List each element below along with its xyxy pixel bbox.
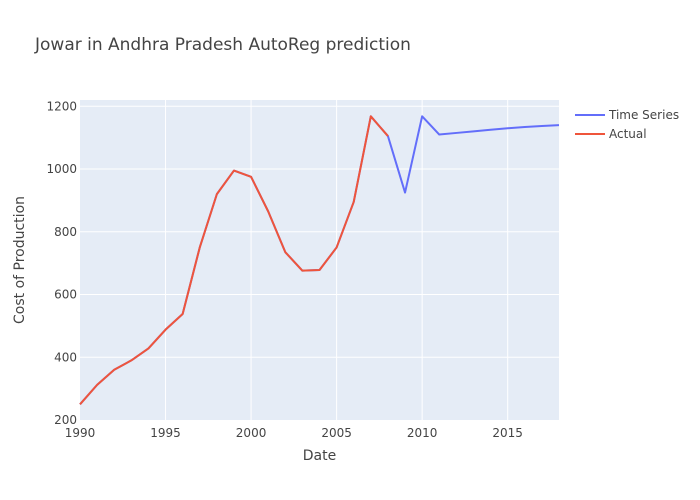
x-tick-label: 2000 (236, 426, 267, 440)
legend[interactable]: Time Series Actual (575, 108, 679, 141)
series-line-actual[interactable] (79, 115, 389, 405)
x-tick-label: 1990 (65, 426, 96, 440)
y-tick-label: 800 (54, 225, 77, 239)
plot-area (80, 100, 559, 420)
y-tick-label: 1000 (46, 162, 77, 176)
legend-label: Actual (609, 127, 647, 141)
chart-title: Jowar in Andhra Pradesh AutoReg predicti… (34, 35, 411, 55)
x-tick-label: 2010 (407, 426, 438, 440)
legend-label: Time Series (608, 108, 679, 122)
y-gridlines (80, 105, 559, 358)
x-gridlines (165, 100, 509, 420)
y-tick-label: 400 (54, 350, 77, 364)
x-tick-label: 2005 (321, 426, 352, 440)
y-tick-label: 1200 (46, 99, 77, 113)
x-tick-label: 2015 (492, 426, 523, 440)
y-tick-label: 600 (54, 288, 77, 302)
x-tick-labels: 1990 1995 2000 2005 2010 2015 (65, 426, 523, 440)
legend-item-actual[interactable]: Actual (575, 127, 647, 141)
y-axis-title: Cost of Production (12, 196, 28, 324)
legend-item-time-series[interactable]: Time Series (575, 108, 679, 122)
x-axis-title: Date (303, 448, 336, 464)
series-layer (79, 115, 560, 405)
y-tick-labels: 200 400 600 800 1000 1200 (46, 99, 77, 427)
x-tick-label: 1995 (150, 426, 181, 440)
y-tick-label: 200 (54, 413, 77, 427)
